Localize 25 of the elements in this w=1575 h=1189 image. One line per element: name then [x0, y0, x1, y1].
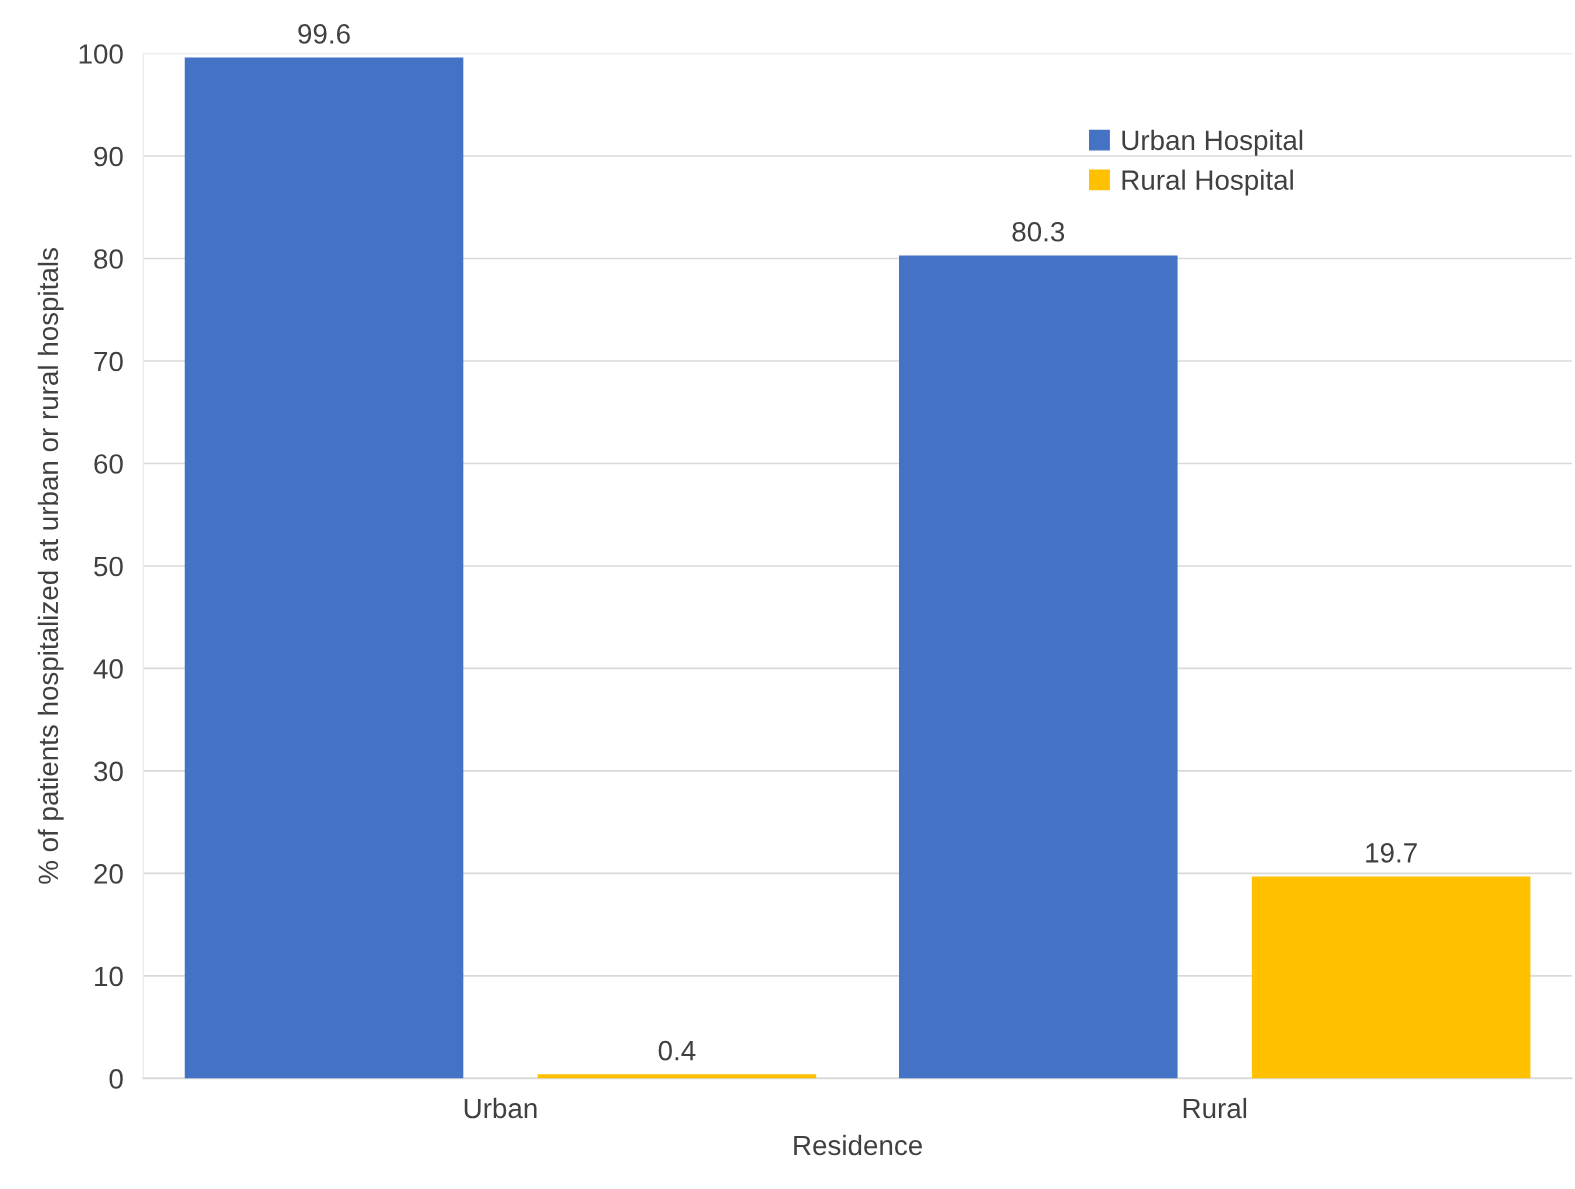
- y-tick-label: 80: [94, 249, 123, 269]
- y-tick-label: 20: [94, 864, 123, 884]
- y-axis-title: % of patients hospitalized at urban or rural hospitals: [37, 248, 64, 884]
- y-tick-label: 30: [94, 761, 123, 782]
- x-axis-title: Residence: [794, 1134, 922, 1156]
- y-tick-label: 90: [94, 146, 123, 167]
- bar: [1251, 876, 1531, 1079]
- data-label: 80.3: [1012, 221, 1065, 242]
- y-tick-label: 60: [94, 454, 123, 474]
- y-tick-label: 50: [94, 556, 123, 577]
- legend-label: Urban Hospital: [1122, 129, 1303, 156]
- x-tick-label: Rural: [1183, 1097, 1247, 1119]
- bar: [184, 57, 464, 1079]
- bar: [899, 255, 1178, 1079]
- y-tick-label: 100: [79, 44, 123, 64]
- bar: [537, 1074, 817, 1079]
- y-tick-label: 70: [94, 351, 123, 372]
- data-label: 99.6: [298, 24, 350, 44]
- y-tick-label: 40: [93, 659, 123, 679]
- y-tick-label: 10: [95, 966, 123, 987]
- legend-label: Rural Hospital: [1122, 169, 1293, 196]
- x-tick-label: Urban: [464, 1097, 537, 1119]
- data-label: 19.7: [1366, 843, 1417, 863]
- data-label: 0.4: [658, 1040, 696, 1061]
- y-tick-label: 0: [109, 1069, 123, 1089]
